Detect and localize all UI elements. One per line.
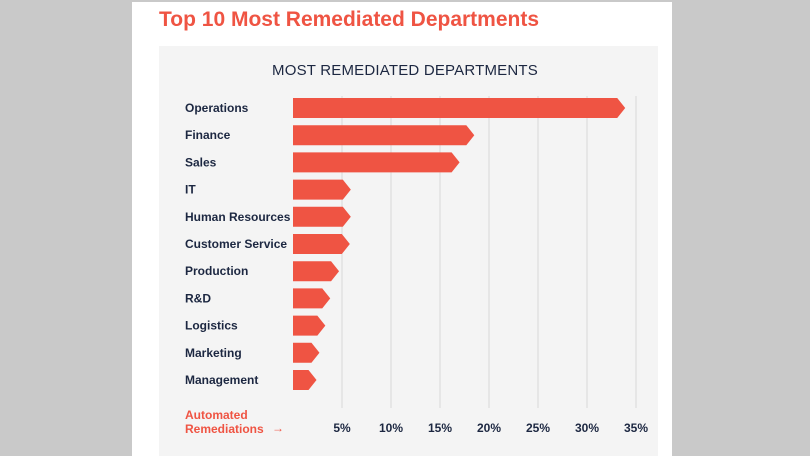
category-label: R&D [185,291,211,305]
category-label: Production [185,264,248,278]
category-label: IT [185,183,196,197]
x-tick-label: 10% [379,421,403,435]
category-label: Human Resources [185,210,291,224]
category-label: Sales [185,155,217,169]
x-tick-label: 5% [333,421,351,435]
bar [293,206,351,227]
chart-title: MOST REMEDIATED DEPARTMENTS [272,62,538,79]
x-axis-label: Automated Remediations [185,408,264,436]
x-tick-label: 35% [624,421,648,435]
x-tick-label: 25% [526,421,550,435]
bar [293,342,320,363]
bar [293,179,351,200]
x-axis-label-line2: Remediations [185,422,264,436]
bar [293,98,626,118]
category-labels: Operations Finance Sales IT Human Resources C… [185,101,291,387]
category-label: Finance [185,128,231,142]
category-label: Customer Service [185,237,287,251]
bar [293,152,460,173]
x-tick-label: 30% [575,421,599,435]
x-tick-label: 20% [477,421,501,435]
bar [293,234,350,254]
page-title: Top 10 Most Remediated Departments [159,8,540,31]
bar [293,288,331,309]
bar [293,370,317,390]
bar [293,315,326,336]
x-axis-label-line1: Automated [185,408,248,422]
category-label: Logistics [185,319,238,333]
category-label: Management [185,373,258,387]
category-label: Marketing [185,346,242,360]
bars [293,98,626,390]
x-tick-label: 15% [428,421,452,435]
bar [293,125,475,146]
tick-labels: 5% 10% 15% 20% 25% 30% 35% [333,421,648,435]
bar [293,261,340,282]
arrow-right-icon: → [272,421,284,435]
category-label: Operations [185,101,249,115]
